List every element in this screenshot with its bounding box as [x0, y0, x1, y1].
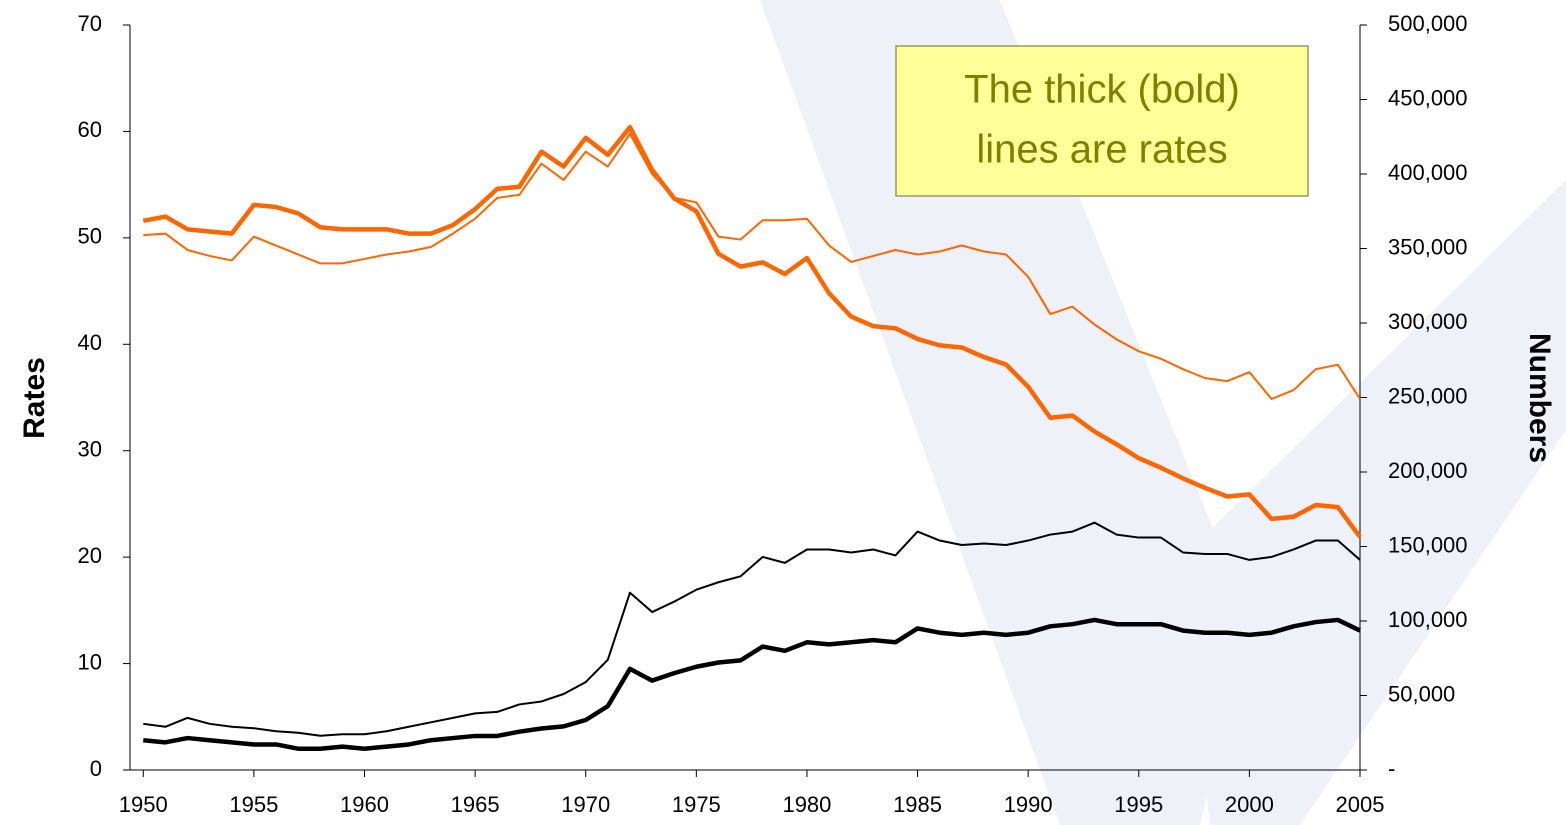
- x-tick-label: 1975: [672, 792, 721, 817]
- y2-tick-label: 400,000: [1388, 160, 1468, 185]
- series-line: [143, 521, 1361, 737]
- y2-tick-label: 250,000: [1388, 383, 1468, 408]
- y2-tick-label: 100,000: [1388, 607, 1468, 632]
- y-tick-label: 50: [78, 224, 102, 249]
- y2-tick-label: 350,000: [1388, 234, 1468, 259]
- annotation: lines are rates: [976, 128, 1227, 172]
- x-tick-label: 1980: [782, 792, 831, 817]
- annotation-box: [895, 45, 1309, 197]
- y-tick-label: 0: [90, 756, 102, 781]
- y2-axis-title: Numbers: [1523, 333, 1556, 463]
- series-line: [143, 617, 1361, 751]
- x-tick-label: 1960: [340, 792, 389, 817]
- y-tick-label: 30: [78, 437, 102, 462]
- y2-tick-label: 450,000: [1388, 85, 1468, 110]
- x-tick-label: 1950: [119, 792, 168, 817]
- series-line: [143, 132, 1361, 400]
- x-tick-label: 1990: [1004, 792, 1053, 817]
- y-tick-label: 40: [78, 330, 102, 355]
- y2-tick-label: 150,000: [1388, 532, 1468, 557]
- y2-tick-label: 300,000: [1388, 309, 1468, 334]
- x-tick-label: 1970: [561, 792, 610, 817]
- y2-tick-label: -: [1388, 756, 1395, 781]
- y-axis-title: Rates: [18, 357, 51, 439]
- x-tick-label: 2000: [1225, 792, 1274, 817]
- x-tick-label: 1995: [1114, 792, 1163, 817]
- watermark: [760, 0, 1566, 825]
- y-tick-label: 10: [78, 649, 102, 674]
- x-tick-label: 1965: [451, 792, 500, 817]
- annotation: The thick (bold): [964, 68, 1240, 112]
- y-tick-label: 60: [78, 117, 102, 142]
- y2-tick-label: 50,000: [1388, 681, 1455, 706]
- x-tick-label: 1955: [229, 792, 278, 817]
- y-tick-label: 20: [78, 543, 102, 568]
- y-tick-label: 70: [78, 11, 102, 36]
- x-tick-label: 1985: [893, 792, 942, 817]
- y2-tick-label: 200,000: [1388, 458, 1468, 483]
- y2-tick-label: 500,000: [1388, 11, 1468, 36]
- x-tick-label: 2005: [1336, 792, 1385, 817]
- series-line: [142, 124, 1362, 539]
